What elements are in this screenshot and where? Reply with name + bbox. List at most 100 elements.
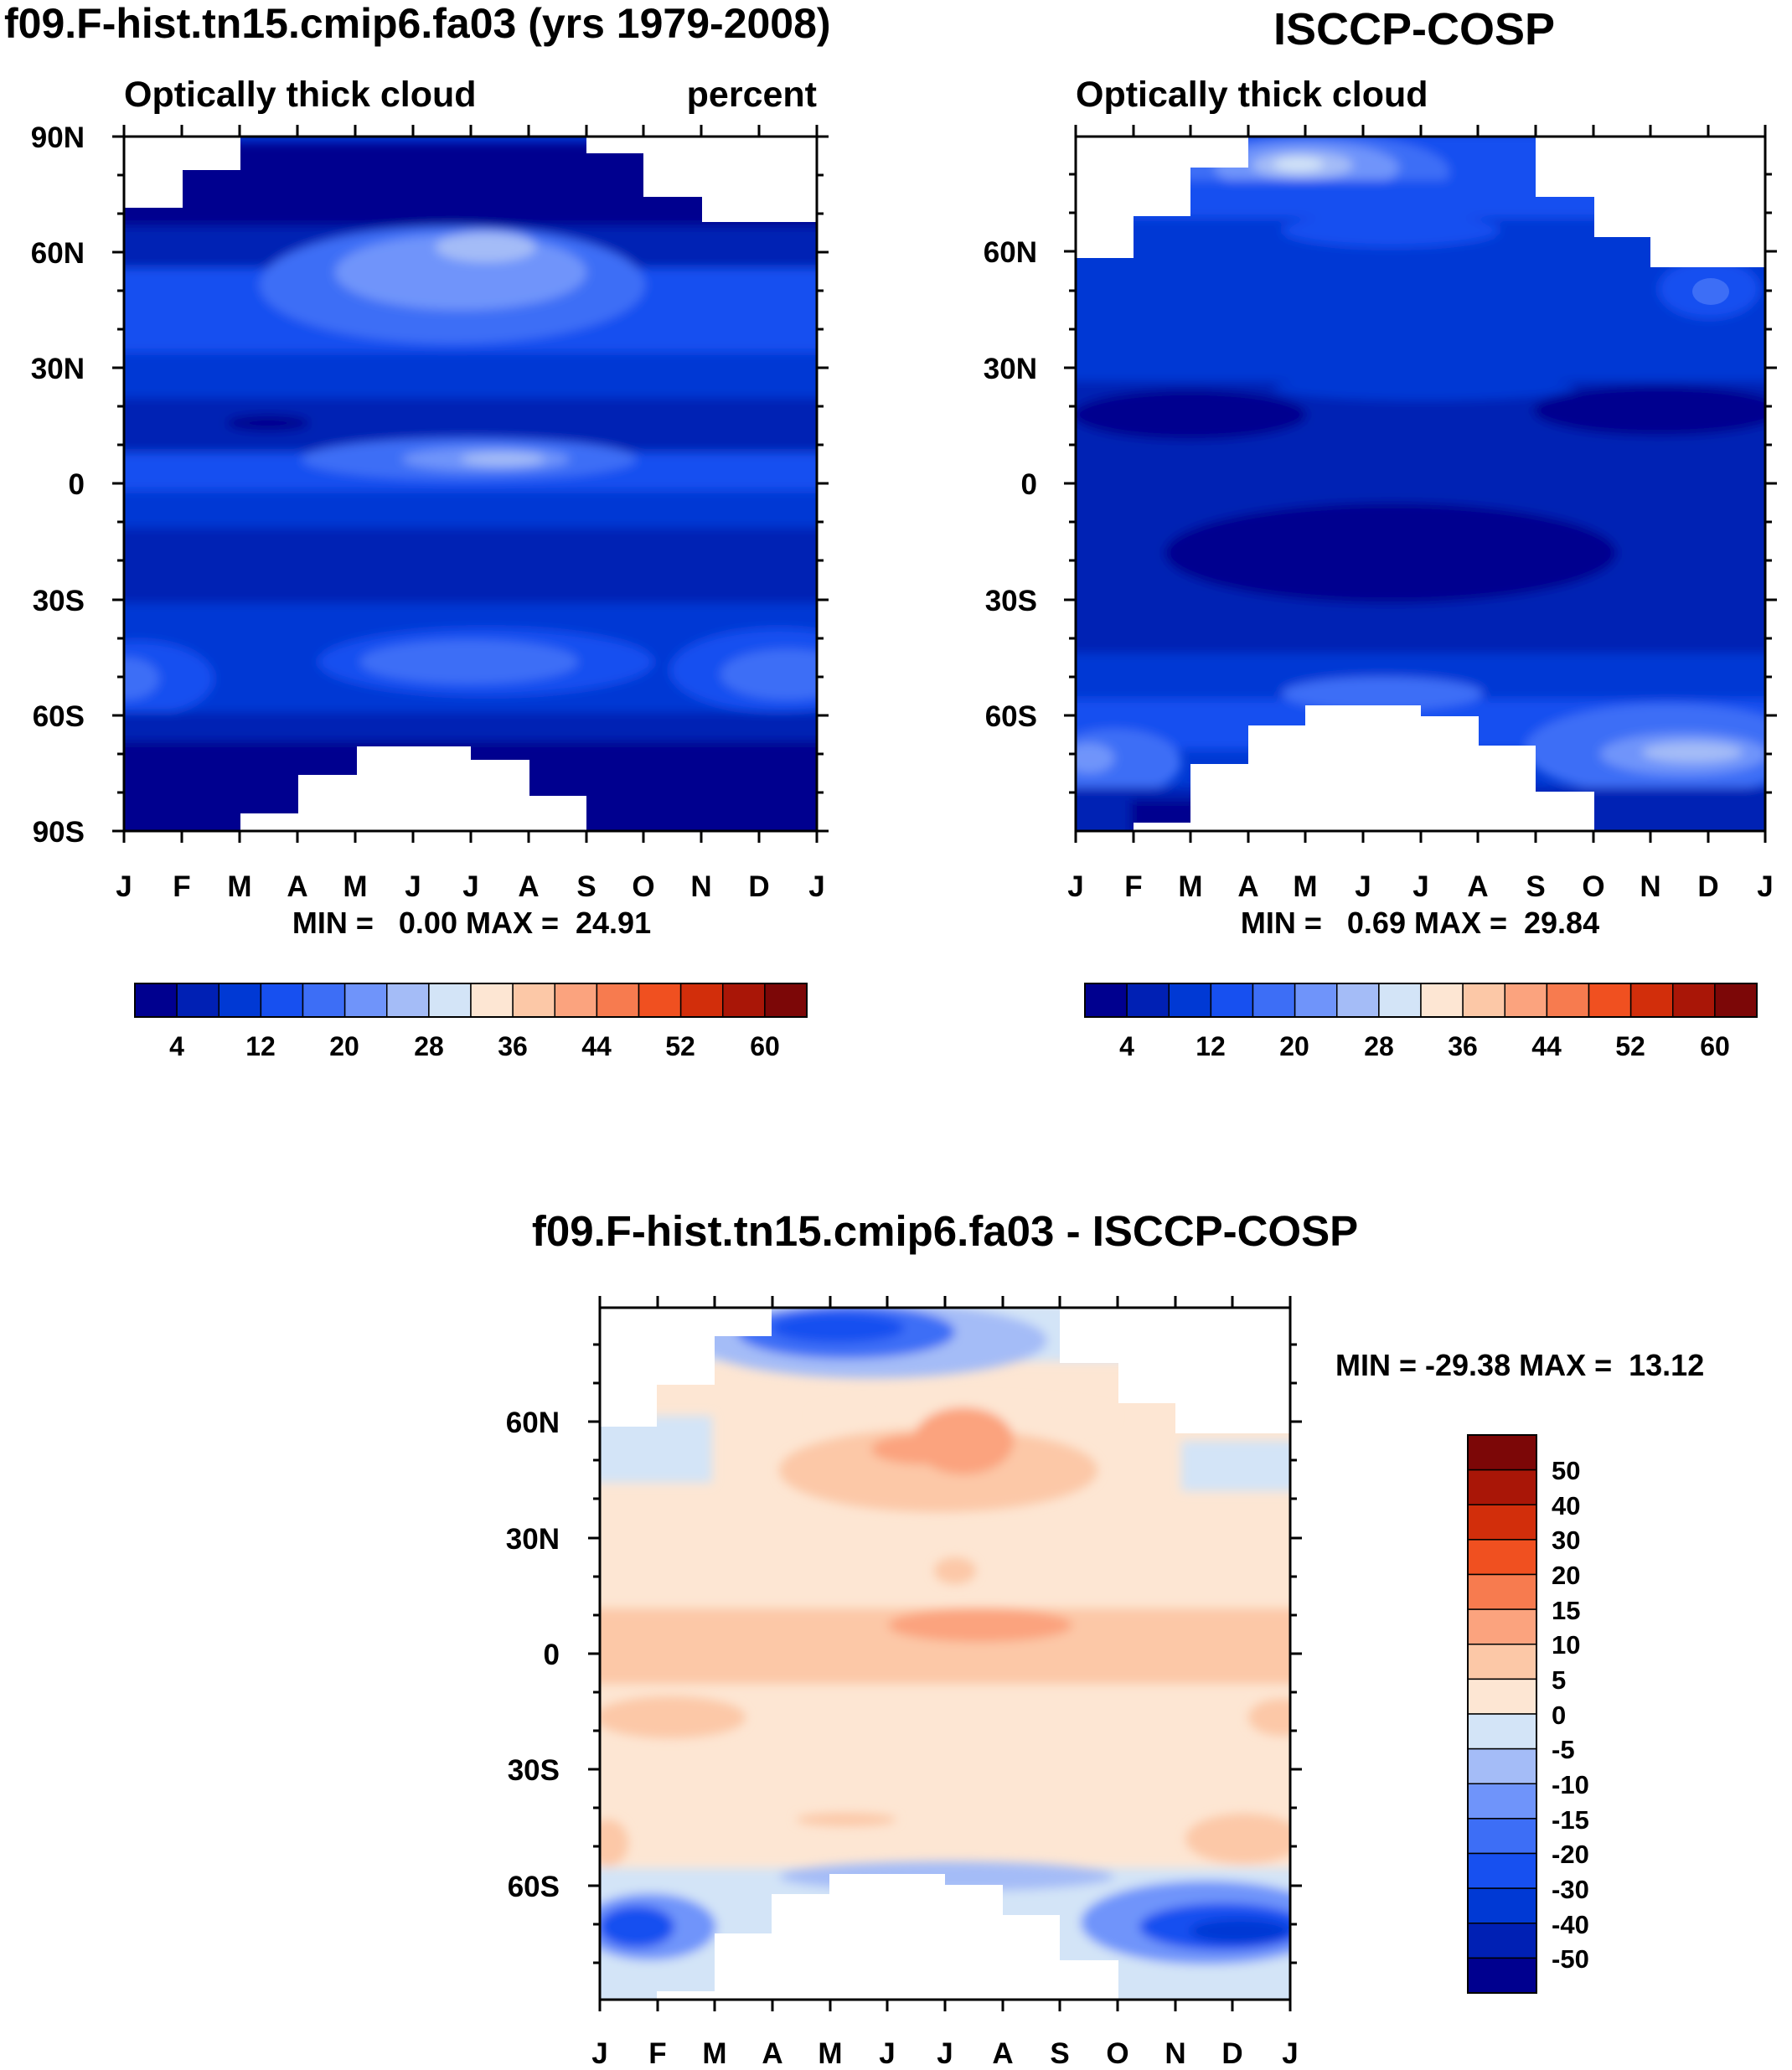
x-tick-label: M [1178,870,1202,903]
colorbar-swatch [1467,1713,1537,1750]
colorbar-label: 20 [1279,1031,1309,1061]
colorbar-swatch [1467,1469,1537,1506]
units-model: percent [687,75,817,115]
x-tick-label: M [227,870,251,903]
colorbar-swatch [1168,983,1212,1018]
y-tick-label: 30S [33,585,85,617]
colorbar-swatch [1420,983,1464,1018]
colorbar-swatch [1467,1852,1537,1889]
x-tick-label: J [1355,870,1371,903]
x-tick-label: J [1282,2037,1298,2070]
colorbar-label: 20 [329,1031,359,1061]
y-labels-model: 90N 60N 30N 0 30S 60S 90S [31,121,85,849]
contour-model [124,137,817,831]
x-labels-diff: J F M A M J J A S O N D J [591,2037,1298,2070]
colorbar-label: -5 [1552,1735,1575,1764]
ticks-model [112,125,829,843]
x-tick-label: D [748,870,769,903]
x-tick-label: S [1526,870,1545,903]
colorbar-swatch [1672,983,1716,1018]
colorbar-swatch [1629,983,1674,1018]
colorbar-swatch [554,983,598,1018]
x-tick-label: J [405,870,421,903]
y-tick-label: 60S [508,1871,560,1903]
colorbar-swatch [1588,983,1632,1018]
colorbar-label: 12 [245,1031,276,1061]
colorbar-label: -30 [1552,1875,1589,1904]
colorbar-swatch [1714,983,1758,1018]
colorbar-diff: 50 40 30 20 15 10 5 0 -5 -10 -15 -20 -30… [1467,1434,1589,1994]
colorbar-label: 50 [1552,1456,1580,1485]
x-tick-label: A [1237,870,1258,903]
stats-diff: MIN = -29.38 MAX = 13.12 [1335,1348,1704,1382]
colorbar-swatch [1467,1539,1537,1576]
x-tick-label: M [343,870,367,903]
x-tick-label: J [1067,870,1083,903]
colorbar-swatch [638,983,682,1018]
x-tick-label: F [173,870,190,903]
x-tick-label: F [1124,870,1142,903]
colorbar-swatch [1467,1504,1537,1541]
y-tick-label: 30N [506,1523,560,1556]
colorbar-swatch [470,983,514,1018]
panel-obs: Optically thick cloud [984,75,1777,1061]
colorbar-swatch [1126,983,1170,1018]
colorbar-swatch [1467,1678,1537,1715]
x-tick-label: N [690,870,711,903]
x-tick-label: M [818,2037,842,2070]
colorbar-swatch [1462,983,1506,1018]
colorbar-label: 4 [1119,1031,1134,1061]
y-tick-label: 60S [985,700,1037,733]
colorbar-label: 60 [750,1031,780,1061]
title-obs: ISCCP-COSP [1273,4,1555,54]
colorbar-label: 44 [1531,1031,1562,1061]
x-tick-label: O [1582,870,1604,903]
colorbar-swatch [260,983,304,1018]
x-tick-label: A [287,870,307,903]
colorbar-swatch [1084,983,1128,1018]
colorbar-swatch [1467,1608,1537,1645]
colorbar-label: 15 [1552,1596,1580,1625]
subtitle-model: Optically thick cloud [124,75,477,115]
colorbar-model: 4 12 20 28 36 44 52 60 [134,983,808,1061]
title-model: f09.F-hist.tn15.cmip6.fa03 (yrs 1979-200… [4,0,831,47]
x-tick-label: A [1467,870,1488,903]
colorbar-label: 40 [1552,1491,1580,1520]
x-tick-label: J [808,870,824,903]
colorbar-swatch [218,983,262,1018]
colorbar-label: -20 [1552,1840,1589,1869]
colorbar-swatch [176,983,220,1018]
colorbar-swatch [1467,1923,1537,1959]
ticks-obs [1064,125,1777,843]
colorbar-label: 10 [1552,1630,1580,1660]
ticks-diff [588,1296,1302,2011]
colorbar-swatch [596,983,640,1018]
x-tick-label: J [879,2037,895,2070]
x-tick-label: N [1165,2037,1185,2070]
colorbar-obs: 4 12 20 28 36 44 52 60 [1084,983,1758,1061]
colorbar-label: 36 [1448,1031,1478,1061]
contour-diff [600,1308,1290,2000]
colorbar-swatch [512,983,556,1018]
x-tick-label: A [518,870,539,903]
colorbar-swatch [1467,1887,1537,1924]
x-tick-label: J [1412,870,1428,903]
colorbar-label: 20 [1552,1561,1580,1590]
colorbar-swatch [1252,983,1296,1018]
colorbar-swatch [134,983,178,1018]
title-diff: f09.F-hist.tn15.cmip6.fa03 - ISCCP-COSP [532,1207,1358,1255]
colorbar-swatch [1378,983,1422,1018]
x-tick-label: A [762,2037,782,2070]
colorbar-swatch [1467,1434,1537,1471]
colorbar-swatch [1467,1747,1537,1785]
stats-model: MIN = 0.00 MAX = 24.91 [292,906,651,940]
y-tick-label: 30N [31,353,85,385]
x-tick-label: J [591,2037,607,2070]
colorbar-label: -10 [1552,1770,1589,1799]
y-tick-label: 30N [984,353,1037,385]
colorbar-label: 0 [1552,1701,1566,1730]
colorbar-swatch [1504,983,1548,1018]
colorbar-label: -40 [1552,1910,1589,1939]
colorbar-label: -50 [1552,1944,1589,1974]
